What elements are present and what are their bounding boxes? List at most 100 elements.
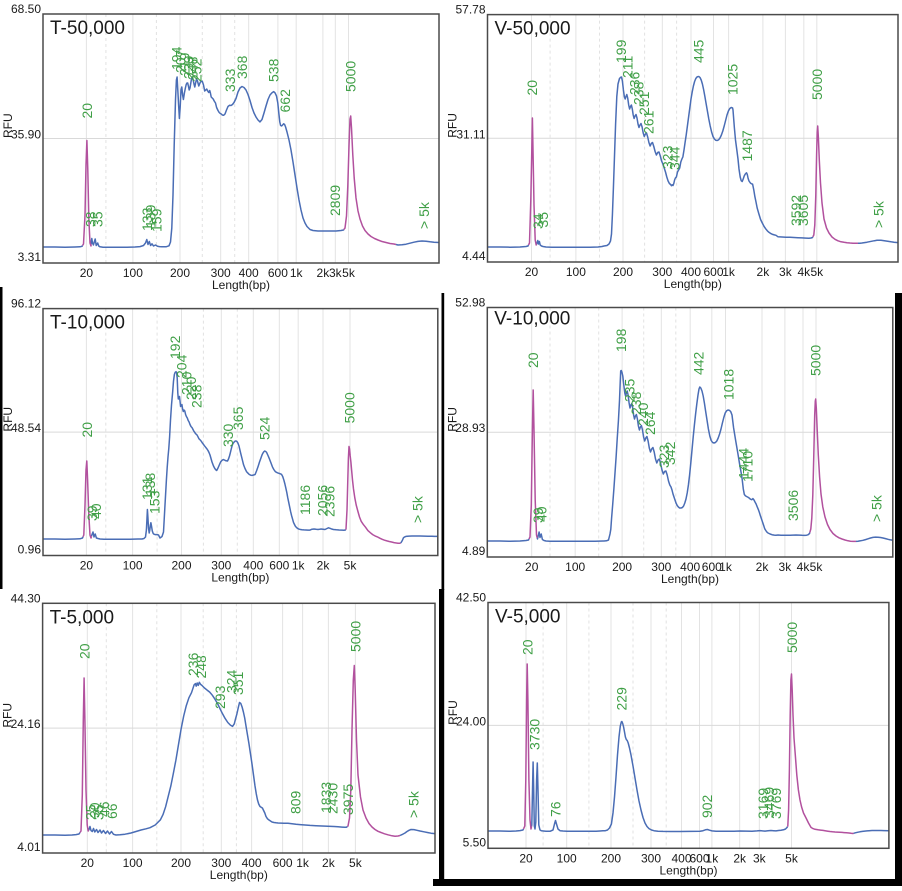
svg-text:200: 200 [612,560,632,574]
svg-text:31.11: 31.11 [456,127,485,141]
svg-text:35: 35 [535,212,551,228]
svg-text:5000: 5000 [341,392,357,423]
svg-text:1018: 1018 [721,369,737,400]
svg-text:44.30: 44.30 [11,591,41,605]
svg-text:192: 192 [167,335,183,359]
svg-text:100: 100 [566,265,586,279]
svg-text:5k: 5k [342,266,356,280]
svg-text:100: 100 [123,856,143,870]
svg-text:235: 235 [622,378,638,402]
svg-text:3592: 3592 [788,195,804,226]
svg-text:24.00: 24.00 [456,714,486,728]
svg-text:20: 20 [525,560,539,574]
svg-text:524: 524 [257,416,273,440]
svg-text:261: 261 [640,110,656,134]
svg-text:300: 300 [652,265,672,279]
svg-text:2k: 2k [757,265,771,279]
svg-text:3975: 3975 [340,784,356,815]
svg-text:5k: 5k [344,559,358,573]
svg-text:96.12: 96.12 [11,297,41,311]
svg-text:238: 238 [630,81,646,105]
svg-text:400: 400 [680,560,700,574]
svg-text:100: 100 [565,560,585,574]
svg-text:T-5,000: T-5,000 [50,607,114,628]
svg-text:2k: 2k [756,560,770,574]
svg-text:2k: 2k [317,559,331,573]
svg-text:199: 199 [613,39,629,63]
svg-text:198: 198 [613,328,629,352]
svg-text:28.93: 28.93 [455,421,485,435]
svg-text:RFU: RFU [446,113,460,138]
svg-text:3k: 3k [329,266,343,280]
svg-text:39: 39 [530,507,546,523]
svg-text:RFU: RFU [446,700,460,725]
svg-text:2430: 2430 [325,783,341,814]
svg-text:365: 365 [230,406,246,430]
svg-text:20: 20 [79,422,95,438]
svg-text:1833: 1833 [318,782,334,813]
svg-text:400: 400 [671,851,691,865]
svg-text:442: 442 [691,351,707,375]
svg-text:2396: 2396 [322,486,338,517]
svg-text:35.90: 35.90 [11,128,41,142]
svg-text:> 5k: > 5k [410,495,426,523]
svg-text:2809: 2809 [327,185,343,216]
svg-text:20: 20 [525,352,541,368]
svg-text:> 5k: > 5k [406,790,422,818]
svg-text:248: 248 [184,56,200,80]
svg-text:248: 248 [193,655,209,679]
svg-text:46: 46 [96,801,112,817]
svg-text:RFU: RFU [445,407,459,432]
svg-text:5000: 5000 [347,621,363,652]
svg-text:3506: 3506 [785,490,801,521]
svg-text:V-50,000: V-50,000 [495,19,571,40]
svg-text:344: 344 [666,146,682,170]
svg-text:211: 211 [620,55,636,78]
svg-text:48.54: 48.54 [11,421,41,435]
svg-text:3769: 3769 [768,788,784,819]
svg-text:5000: 5000 [342,61,358,92]
svg-text:902: 902 [699,794,715,818]
svg-text:5000: 5000 [784,622,800,653]
svg-text:538: 538 [266,58,282,82]
svg-text:351: 351 [230,671,246,695]
svg-text:5000: 5000 [809,69,825,100]
svg-text:300: 300 [211,856,231,870]
svg-text:30: 30 [87,802,103,818]
svg-text:20: 20 [519,639,535,655]
svg-text:3730: 3730 [527,719,543,750]
svg-text:200: 200 [171,856,191,870]
svg-text:40: 40 [534,506,550,522]
svg-text:1k: 1k [719,560,733,574]
svg-text:5k: 5k [810,265,824,279]
svg-text:20: 20 [79,103,95,119]
svg-text:5k: 5k [810,560,824,574]
svg-text:52.98: 52.98 [455,296,485,310]
svg-text:300: 300 [211,266,231,280]
svg-text:1186: 1186 [297,485,313,515]
svg-text:5000: 5000 [808,345,824,376]
svg-text:400: 400 [242,856,262,870]
svg-text:324: 324 [224,669,240,693]
svg-text:236: 236 [627,71,643,95]
svg-text:1k: 1k [292,559,306,573]
svg-text:153: 153 [147,490,163,514]
svg-text:1710: 1710 [740,451,756,482]
svg-text:3605: 3605 [795,195,811,226]
svg-text:600: 600 [689,851,709,865]
svg-text:57.78: 57.78 [455,3,485,17]
svg-text:300: 300 [651,560,671,574]
svg-text:2056: 2056 [315,485,331,516]
svg-text:39: 39 [84,505,100,521]
svg-text:240: 240 [635,402,651,426]
svg-text:300: 300 [211,559,231,573]
svg-text:5k: 5k [349,856,363,870]
svg-text:Length(bp): Length(bp) [210,868,268,882]
svg-text:> 5k: > 5k [416,201,432,229]
svg-text:400: 400 [681,265,701,279]
svg-text:3469: 3469 [761,787,777,818]
svg-text:229: 229 [614,687,630,711]
svg-text:236: 236 [185,652,201,676]
svg-text:133: 133 [139,207,155,231]
svg-text:V-5,000: V-5,000 [495,607,561,628]
